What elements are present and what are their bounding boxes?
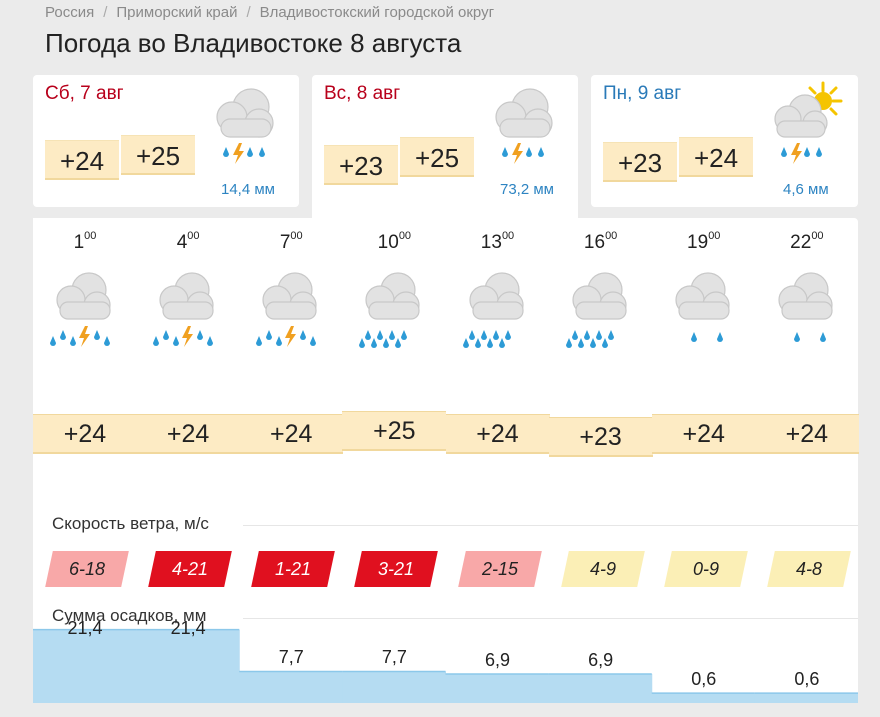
divider <box>243 618 858 619</box>
wind-chip: 4-8 <box>767 551 851 587</box>
day-card-sun[interactable]: Вс, 8 авг +23 +25 73,2 мм <box>312 75 578 223</box>
page-title: Погода во Владивостоке 8 августа <box>45 28 462 58</box>
day-card-mon[interactable]: Пн, 9 авг +23 +24 4,6 мм <box>591 75 858 207</box>
precip-bars <box>33 628 858 703</box>
hourly-temp: +24 <box>136 414 241 454</box>
precip-value: 21,4 <box>170 618 206 638</box>
precip-value: 21,4 <box>67 618 103 638</box>
precip-value: 0,6 <box>691 669 717 690</box>
hour-label: 1000 <box>377 230 412 253</box>
wind-chip: 3-21 <box>354 551 439 587</box>
precip-value: 7,7 <box>381 647 407 668</box>
day-label: Сб, 7 авг <box>45 83 124 104</box>
hour-label: 100 <box>73 230 97 253</box>
day-card-sat[interactable]: Сб, 7 авг +24 +25 14,4 мм <box>33 75 299 207</box>
wind-chip: 2-15 <box>457 551 542 587</box>
breadcrumb: Россия / Приморский край / Владивостокск… <box>45 4 494 21</box>
divider <box>243 525 858 526</box>
day-label: Вс, 8 авг <box>324 83 401 104</box>
hourly-temp: +24 <box>445 414 550 454</box>
hourly-temps-row: +24 +24 +24 +25 +24 +23 +24 +24 <box>33 411 859 457</box>
cloud-rain-thunder-icon <box>45 268 125 368</box>
hour-label: 700 <box>279 230 303 253</box>
wind-chip: 4-21 <box>148 551 232 587</box>
hour-label: 400 <box>176 230 200 253</box>
precip-bar <box>445 673 550 703</box>
sun-cloud-rain-thunder-icon <box>774 81 843 164</box>
precip-value: 0,6 <box>794 669 820 690</box>
cloud-light-rain-icon <box>664 268 744 368</box>
day-precip: 4,6 мм <box>783 181 829 198</box>
cloud-heavy-rain-icon <box>458 268 538 368</box>
hour-label: 1600 <box>583 230 618 253</box>
precip-bar <box>342 671 446 703</box>
precip-label: Сумма осадков, мм <box>52 606 207 625</box>
precip-bar <box>754 693 858 703</box>
hourly-temp: +24 <box>33 414 137 454</box>
cloud-rain-thunder-icon <box>495 88 553 164</box>
precip-value: 7,7 <box>278 647 304 668</box>
hourly-temp: +24 <box>651 414 756 454</box>
hours-row: 100 400 700 1000 1300 1600 1900 2200 <box>33 230 858 260</box>
hour-label: 1300 <box>480 230 515 253</box>
hour-label: 1900 <box>687 230 721 253</box>
hourly-temp: +23 <box>548 417 653 457</box>
day-temp-max: +24 <box>679 137 753 177</box>
wind-chip: 4-9 <box>560 551 645 587</box>
hourly-temp: +25 <box>342 411 447 451</box>
day-precip: 14,4 мм <box>221 181 275 198</box>
precip-bar <box>239 671 343 703</box>
hourly-forecast: 100 400 700 1000 1300 1600 1900 2200 +24 +24 +24 +… <box>33 218 859 703</box>
cloud-rain-thunder-icon <box>216 88 274 164</box>
day-temp-min: +24 <box>45 140 119 180</box>
breadcrumb-separator: / <box>103 4 108 21</box>
day-temp-min: +23 <box>324 145 398 185</box>
breadcrumb-primorsky[interactable]: Приморский край <box>116 4 238 21</box>
wind-chip: 0-9 <box>663 551 748 587</box>
precip-bar <box>548 673 653 703</box>
day-temp-min: +23 <box>603 142 677 182</box>
cloud-rain-thunder-icon <box>148 268 228 368</box>
cloud-rain-thunder-icon <box>251 268 331 368</box>
day-temp-max: +25 <box>121 135 195 175</box>
hourly-temp: +24 <box>754 414 859 454</box>
hourly-temp: +24 <box>239 414 344 454</box>
breadcrumb-separator: / <box>246 4 251 21</box>
breadcrumb-russia[interactable]: Россия <box>45 4 95 21</box>
precip-value: 6,9 <box>588 649 614 670</box>
day-temp-max: +25 <box>400 137 474 177</box>
precip-bar <box>651 693 756 703</box>
cloud-heavy-rain-icon <box>354 268 434 368</box>
breadcrumb-vladivostok[interactable]: Владивостокский городской округ <box>259 4 495 21</box>
precip-value: 6,9 <box>484 649 511 670</box>
precip-bar <box>33 629 137 703</box>
hour-label: 2200 <box>790 230 824 253</box>
day-label: Пн, 9 авг <box>603 83 682 104</box>
precip-bar <box>136 629 240 703</box>
cloud-light-rain-icon <box>767 268 847 368</box>
wind-chip: 1-21 <box>251 551 336 587</box>
precip-chart: 21,4 21,4 7,7 7,7 6,9 6,9 0,6 0,6 <box>33 618 858 703</box>
day-precip: 73,2 мм <box>500 181 554 198</box>
wind-label: Скорость ветра, м/с <box>52 514 209 533</box>
wind-chip: 6-18 <box>45 551 129 587</box>
cloud-heavy-rain-icon <box>561 268 641 368</box>
